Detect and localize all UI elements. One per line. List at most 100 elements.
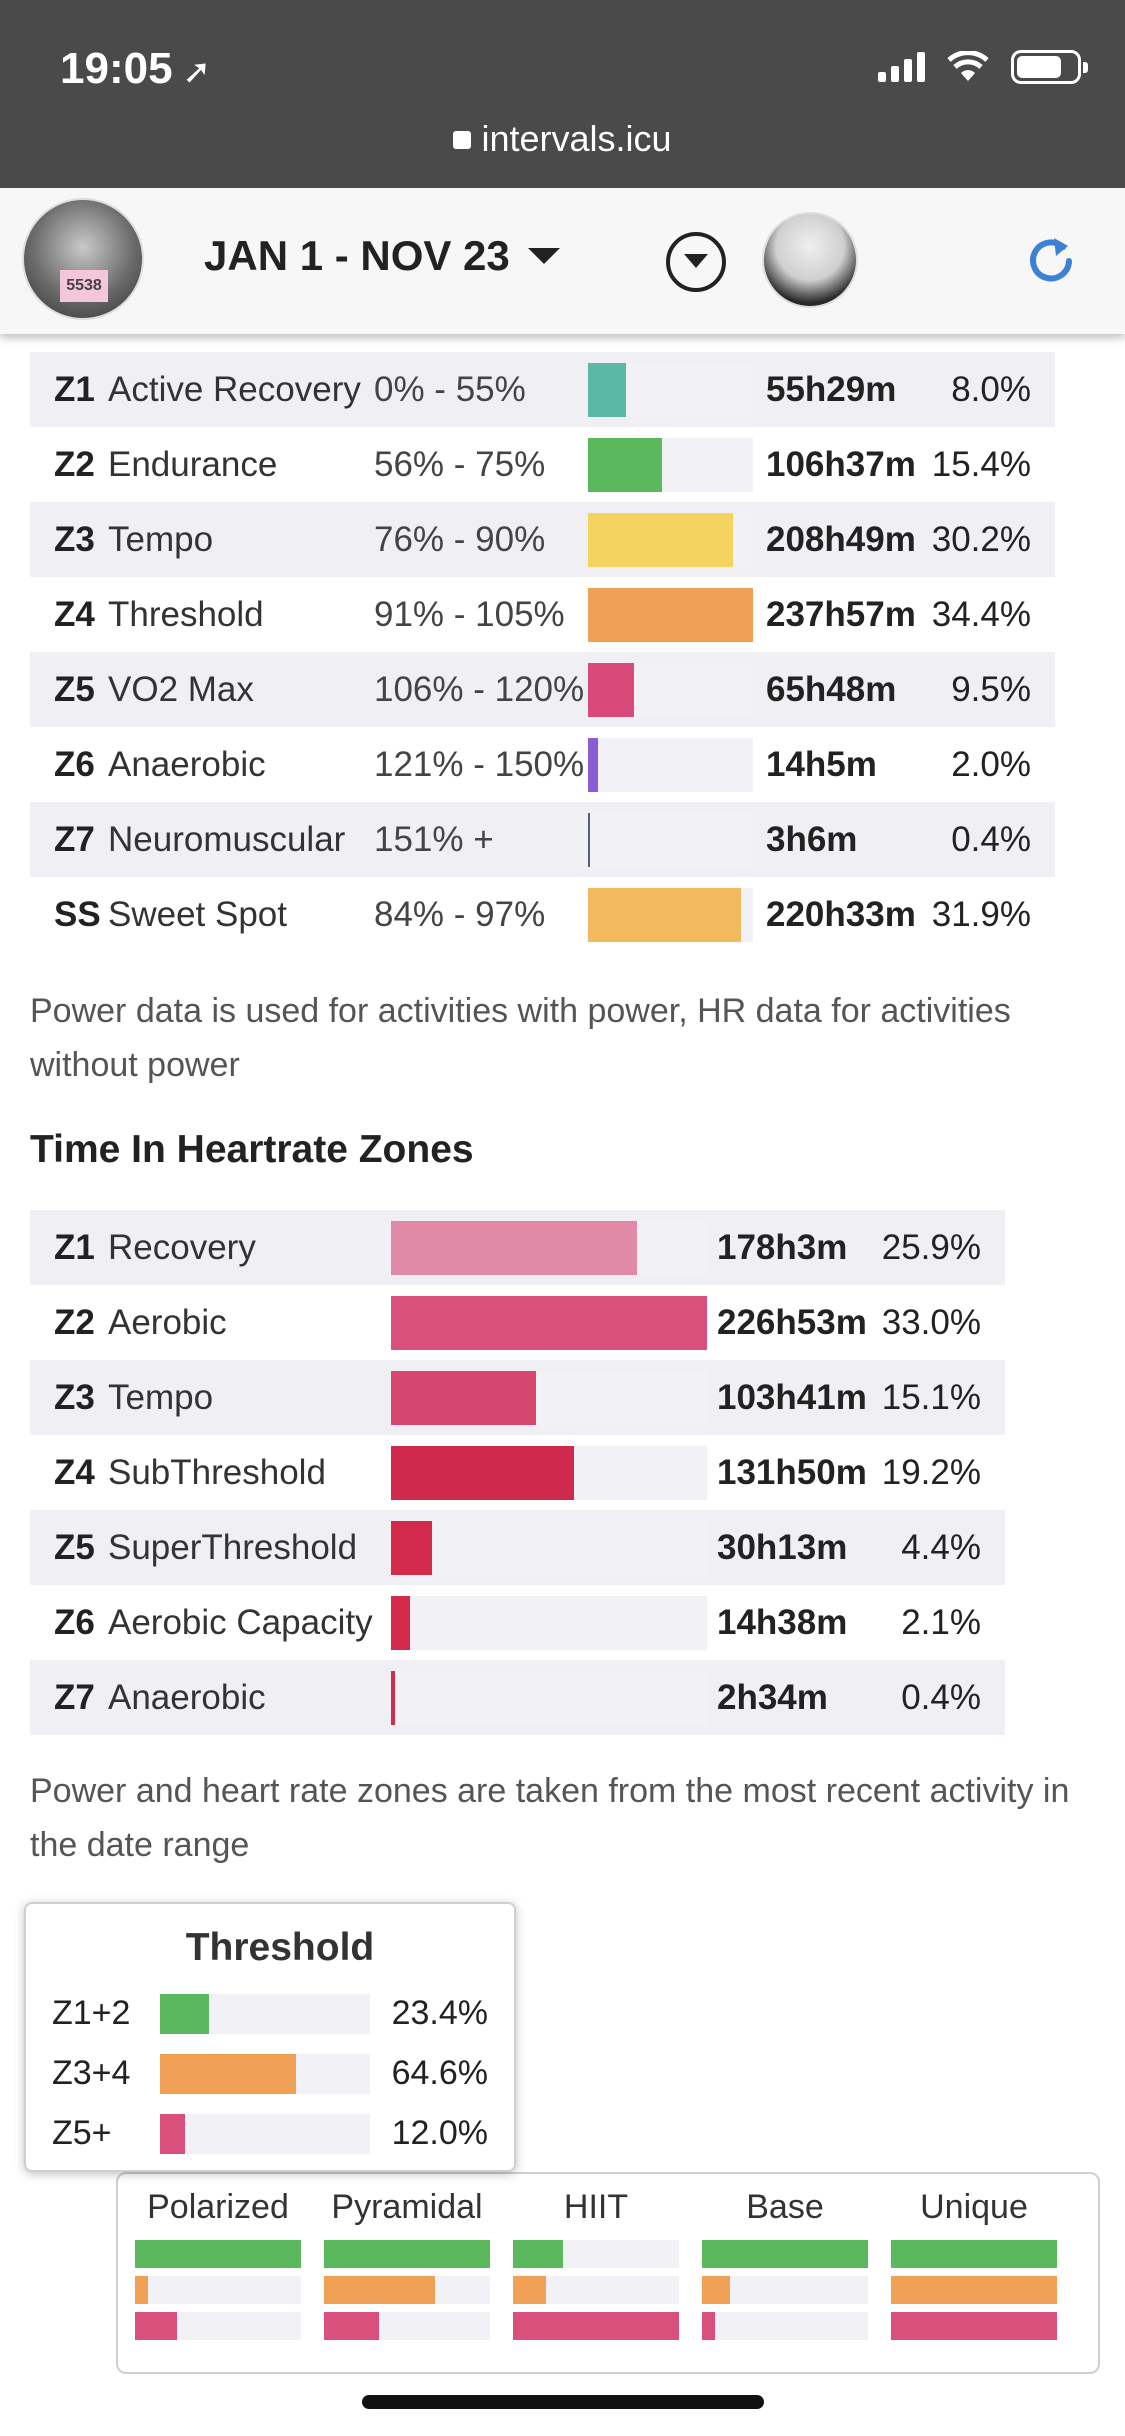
zone-name: Aerobic bbox=[108, 1302, 227, 1342]
status-time: 19:05 ➚ bbox=[60, 44, 211, 94]
hr-zone-row: Z6 Aerobic Capacity 14h38m 2.1% bbox=[30, 1585, 1005, 1660]
zone-percent: 4.4% bbox=[901, 1527, 981, 1567]
lock-icon bbox=[453, 131, 472, 149]
zone-bar bbox=[391, 1595, 410, 1650]
zone-time: 2h34m bbox=[717, 1677, 828, 1717]
zone-range: 106% - 120% bbox=[374, 669, 585, 709]
polarization-bar bbox=[513, 2276, 547, 2304]
threshold-label: Z3+4 bbox=[52, 2054, 131, 2092]
zone-name: Tempo bbox=[108, 1377, 214, 1417]
zone-code: SS bbox=[54, 894, 101, 934]
threshold-row: Z1+2 23.4% bbox=[26, 1990, 514, 2036]
threshold-bar-track bbox=[160, 2114, 370, 2154]
hr-zone-row: Z7 Anaerobic 2h34m 0.4% bbox=[30, 1660, 1005, 1735]
polarization-bar bbox=[513, 2240, 563, 2268]
zone-percent: 25.9% bbox=[881, 1227, 981, 1267]
zone-time: 208h49m bbox=[766, 519, 916, 559]
threshold-row: Z5+ 12.0% bbox=[26, 2110, 514, 2156]
polarization-model-label: Base bbox=[746, 2188, 824, 2226]
zone-time: 106h37m bbox=[766, 444, 916, 484]
threshold-row: Z3+4 64.6% bbox=[26, 2050, 514, 2096]
zone-bar bbox=[391, 1445, 575, 1500]
zone-bar-track bbox=[588, 737, 753, 792]
power-zone-row: Z3 Tempo 76% - 90% 208h49m 30.2% bbox=[30, 502, 1055, 577]
zone-range: 76% - 90% bbox=[374, 519, 546, 559]
signal-icon bbox=[878, 52, 925, 82]
zone-percent: 31.9% bbox=[931, 894, 1031, 934]
polarization-model-polarized: Polarized bbox=[135, 2188, 301, 2348]
threshold-bar-track bbox=[160, 2054, 370, 2094]
zone-percent: 8.0% bbox=[951, 369, 1031, 409]
zone-range: 121% - 150% bbox=[374, 744, 585, 784]
zone-name: SuperThreshold bbox=[108, 1527, 358, 1567]
polarization-model-hiit: HIIT bbox=[513, 2188, 679, 2348]
zone-code: Z5 bbox=[54, 669, 95, 709]
zone-bar bbox=[391, 1670, 395, 1725]
zone-percent: 0.4% bbox=[951, 819, 1031, 859]
wifi-icon bbox=[947, 51, 989, 81]
polarization-model-label: Unique bbox=[920, 2188, 1028, 2226]
zone-name: Endurance bbox=[108, 444, 278, 484]
zone-bar-track bbox=[588, 362, 753, 417]
zone-percent: 19.2% bbox=[881, 1452, 981, 1492]
athlete-avatar[interactable]: 5538 bbox=[22, 198, 144, 320]
zone-bar-track bbox=[391, 1670, 707, 1725]
hr-zone-row: Z2 Aerobic 226h53m 33.0% bbox=[30, 1285, 1005, 1360]
polarization-bar-track bbox=[135, 2276, 301, 2304]
zone-name: Tempo bbox=[108, 519, 214, 559]
date-range-selector[interactable]: JAN 1 - NOV 23 bbox=[204, 232, 560, 280]
polarization-bar bbox=[324, 2240, 490, 2268]
zone-time: 65h48m bbox=[766, 669, 897, 709]
zone-code: Z4 bbox=[54, 1452, 95, 1492]
zone-bar-track bbox=[588, 662, 753, 717]
polarization-bar-track bbox=[891, 2240, 1057, 2268]
zone-time: 55h29m bbox=[766, 369, 897, 409]
power-zone-row: Z6 Anaerobic 121% - 150% 14h5m 2.0% bbox=[30, 727, 1055, 802]
zone-bar-track bbox=[588, 587, 753, 642]
zone-percent: 30.2% bbox=[931, 519, 1031, 559]
zone-name: Threshold bbox=[108, 594, 264, 634]
zone-name: Active Recovery bbox=[108, 369, 361, 409]
zone-bar-track bbox=[588, 887, 753, 942]
zone-bar-track bbox=[588, 437, 753, 492]
zone-code: Z3 bbox=[54, 1377, 95, 1417]
polarization-bar-track bbox=[324, 2276, 490, 2304]
power-zone-row: Z4 Threshold 91% - 105% 237h57m 34.4% bbox=[30, 577, 1055, 652]
polarization-bar bbox=[324, 2312, 379, 2340]
zone-time: 178h3m bbox=[717, 1227, 848, 1267]
zone-code: Z6 bbox=[54, 1602, 95, 1642]
polarization-bar-track bbox=[702, 2312, 868, 2340]
zone-name: Recovery bbox=[108, 1227, 256, 1267]
zone-time: 14h38m bbox=[717, 1602, 848, 1642]
ios-status-bar: 19:05 ➚ intervals.icu bbox=[0, 0, 1125, 188]
zone-code: Z2 bbox=[54, 1302, 95, 1342]
refresh-icon[interactable] bbox=[1022, 232, 1080, 290]
zone-percent: 15.1% bbox=[881, 1377, 981, 1417]
zone-range: 84% - 97% bbox=[374, 894, 546, 934]
polarization-model-base: Base bbox=[702, 2188, 868, 2348]
zone-bar-track bbox=[588, 812, 753, 867]
zone-code: Z1 bbox=[54, 369, 95, 409]
zone-percent: 15.4% bbox=[931, 444, 1031, 484]
threshold-value: 12.0% bbox=[391, 2114, 488, 2152]
zone-bar bbox=[391, 1220, 638, 1275]
threshold-bar-track bbox=[160, 1994, 370, 2034]
app-header: 5538 JAN 1 - NOV 23 bbox=[0, 188, 1125, 334]
zone-code: Z4 bbox=[54, 594, 95, 634]
power-zones-table: Z1 Active Recovery 0% - 55% 55h29m 8.0% Z2 End… bbox=[30, 352, 1055, 952]
status-time-text: 19:05 bbox=[60, 44, 173, 93]
polarization-bar-track bbox=[702, 2276, 868, 2304]
zone-bar bbox=[391, 1520, 433, 1575]
user-avatar[interactable] bbox=[762, 212, 858, 308]
filter-icon[interactable] bbox=[666, 232, 726, 292]
threshold-value: 23.4% bbox=[391, 1994, 488, 2032]
threshold-bar bbox=[160, 2114, 186, 2154]
polarization-bar-track bbox=[891, 2276, 1057, 2304]
zone-bar-track bbox=[391, 1595, 707, 1650]
polarization-model-label: Pyramidal bbox=[331, 2188, 483, 2226]
threshold-bar bbox=[160, 1994, 210, 2034]
power-zone-row: Z1 Active Recovery 0% - 55% 55h29m 8.0% bbox=[30, 352, 1055, 427]
url-bar[interactable]: intervals.icu bbox=[0, 118, 1125, 160]
zone-bar bbox=[588, 587, 753, 642]
polarization-bar-track bbox=[513, 2312, 679, 2340]
